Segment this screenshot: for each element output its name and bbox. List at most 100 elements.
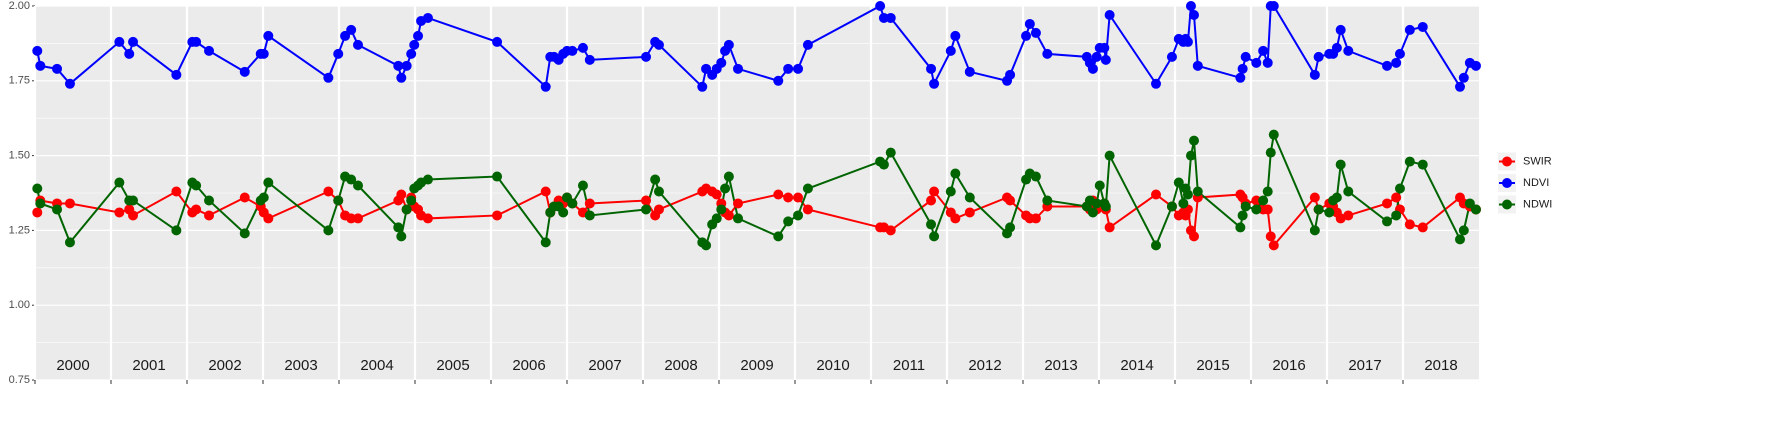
y-tick-label: 1.75 bbox=[9, 75, 30, 87]
data-point bbox=[711, 189, 722, 200]
data-point bbox=[64, 198, 75, 209]
data-point bbox=[346, 24, 357, 35]
data-point bbox=[128, 210, 139, 221]
data-point bbox=[1313, 204, 1324, 215]
data-point bbox=[926, 63, 937, 74]
data-point bbox=[1391, 192, 1402, 203]
data-point bbox=[1265, 231, 1276, 242]
data-point bbox=[1151, 240, 1161, 251]
data-point bbox=[1104, 222, 1115, 233]
legend-label: NDWI bbox=[1523, 198, 1552, 210]
data-point bbox=[171, 69, 182, 80]
data-point bbox=[945, 186, 956, 197]
data-point bbox=[422, 174, 433, 185]
data-point bbox=[1394, 48, 1405, 59]
data-point bbox=[802, 183, 813, 194]
data-point bbox=[641, 195, 652, 206]
data-point bbox=[1185, 1, 1196, 11]
data-point bbox=[492, 36, 503, 47]
data-point bbox=[1182, 36, 1193, 47]
data-point bbox=[114, 36, 125, 47]
data-point bbox=[733, 63, 743, 74]
year-label: 2008 bbox=[664, 357, 697, 374]
data-point bbox=[401, 204, 412, 215]
data-point bbox=[1309, 192, 1320, 203]
data-point bbox=[406, 195, 417, 206]
data-point bbox=[1404, 24, 1415, 35]
data-point bbox=[964, 192, 975, 203]
data-point bbox=[52, 63, 63, 74]
data-point bbox=[492, 171, 503, 182]
data-point bbox=[171, 186, 182, 197]
data-point bbox=[1235, 222, 1246, 233]
data-point bbox=[1458, 225, 1469, 236]
data-point bbox=[204, 195, 215, 206]
data-point bbox=[1005, 222, 1016, 233]
data-point bbox=[1042, 195, 1053, 206]
legend-label: NDVI bbox=[1523, 177, 1549, 189]
series-layer bbox=[32, 1, 1481, 251]
data-point bbox=[1030, 171, 1041, 182]
data-point bbox=[52, 204, 63, 215]
data-point bbox=[1005, 195, 1016, 206]
data-point bbox=[1030, 213, 1041, 224]
data-point bbox=[1166, 201, 1177, 212]
data-point bbox=[1382, 216, 1393, 227]
data-point bbox=[802, 39, 813, 50]
data-point bbox=[964, 207, 975, 218]
data-point bbox=[393, 222, 404, 233]
data-point bbox=[1091, 51, 1102, 62]
data-point bbox=[1094, 180, 1105, 191]
y-tick-label: 2.00 bbox=[9, 0, 30, 12]
data-point bbox=[783, 192, 794, 203]
y-tick-label: 1.50 bbox=[9, 150, 30, 162]
data-point bbox=[114, 207, 125, 218]
data-point bbox=[1235, 72, 1246, 83]
data-point bbox=[1391, 210, 1402, 221]
data-point bbox=[1455, 234, 1465, 245]
data-point bbox=[584, 198, 595, 209]
data-point bbox=[567, 198, 578, 209]
data-point bbox=[258, 192, 269, 203]
data-point bbox=[239, 192, 250, 203]
year-label: 2004 bbox=[360, 357, 393, 374]
y-tick-label: 1.25 bbox=[9, 224, 30, 236]
year-label: 2005 bbox=[436, 357, 469, 374]
year-label: 2011 bbox=[893, 357, 925, 374]
data-point bbox=[204, 210, 215, 221]
data-point bbox=[540, 186, 551, 197]
data-point bbox=[964, 66, 975, 77]
data-point bbox=[1324, 207, 1335, 218]
data-point bbox=[1470, 60, 1481, 71]
data-point bbox=[1335, 159, 1346, 170]
data-point bbox=[239, 66, 250, 77]
data-point bbox=[1382, 198, 1393, 209]
data-point bbox=[422, 12, 433, 23]
data-point bbox=[1087, 63, 1098, 74]
data-point bbox=[263, 30, 274, 41]
data-point bbox=[1262, 204, 1273, 215]
data-point bbox=[1382, 60, 1393, 71]
data-point bbox=[35, 198, 46, 209]
data-point bbox=[191, 180, 202, 191]
data-point bbox=[733, 213, 743, 224]
data-point bbox=[1185, 150, 1196, 161]
year-label: 2013 bbox=[1044, 357, 1077, 374]
data-point bbox=[716, 204, 727, 215]
data-point bbox=[1331, 42, 1342, 53]
legend-dot bbox=[1502, 156, 1512, 167]
data-point bbox=[128, 36, 139, 47]
data-point bbox=[32, 45, 43, 56]
data-point bbox=[929, 231, 940, 242]
data-point bbox=[1100, 201, 1111, 212]
data-point bbox=[1391, 57, 1402, 68]
data-point bbox=[1309, 69, 1320, 80]
data-point bbox=[1343, 45, 1354, 56]
data-point bbox=[802, 204, 813, 215]
data-point bbox=[1262, 186, 1273, 197]
data-point bbox=[878, 12, 889, 23]
data-point bbox=[773, 75, 784, 86]
data-point bbox=[1173, 177, 1184, 188]
data-point bbox=[1087, 207, 1098, 218]
data-point bbox=[171, 225, 182, 236]
